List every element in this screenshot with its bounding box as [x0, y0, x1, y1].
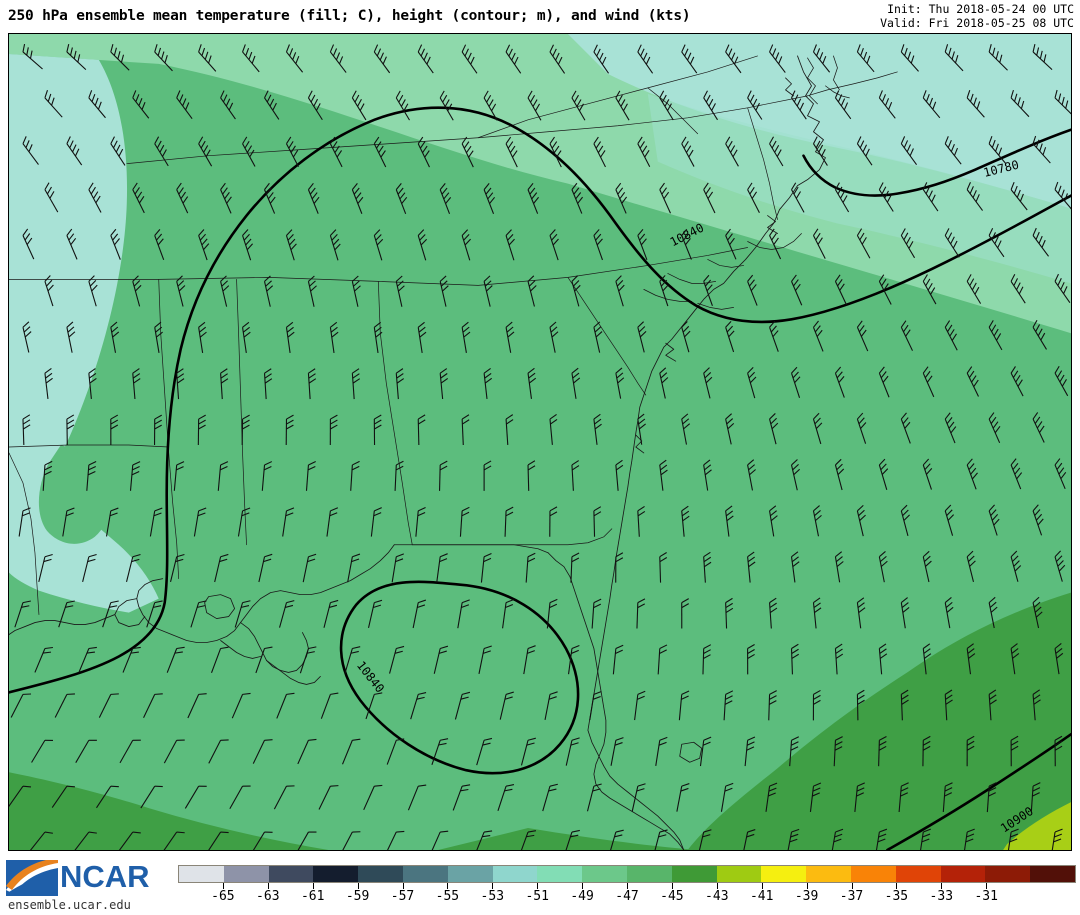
colorbar-tick — [447, 883, 449, 889]
colorbar-swatch — [850, 866, 896, 882]
colorbar-swatch — [806, 866, 851, 882]
colorbar-tick-label: -41 — [749, 889, 774, 904]
colorbar-swatches — [178, 865, 1076, 883]
colorbar-tick-label: -51 — [525, 889, 549, 904]
colorbar-swatch — [582, 866, 627, 882]
height-contour-layer — [9, 106, 1071, 850]
colorbar-tick-label: -43 — [705, 889, 729, 904]
colorbar-tick — [537, 883, 539, 889]
colorbar-swatch — [761, 866, 807, 882]
colorbar-tick — [627, 883, 628, 889]
colorbar-tick-label: -63 — [256, 889, 280, 904]
colorbar-tick-label: -55 — [435, 889, 460, 904]
colorbar[interactable]: -65 -63 -61 -59 -57 -55 -53 -51 -49 -47 -45 -43 -41 -… — [178, 865, 1076, 911]
colorbar-tick — [716, 883, 718, 889]
colorbar-tick — [222, 883, 224, 889]
colorbar-tick — [312, 883, 314, 889]
colorbar-swatch — [985, 866, 1031, 882]
colorbar-tick-label: -65 — [211, 889, 235, 904]
colorbar-tick-label: -49 — [570, 889, 594, 904]
colorbar-swatch — [223, 866, 269, 882]
page-title: 250 hPa ensemble mean temperature (fill;… — [8, 8, 691, 24]
map-canvas[interactable]: 10780 10840 10840 10900 — [8, 33, 1072, 851]
colorbar-labels: -65 -63 -61 -59 -57 -55 -53 -51 -49 -47 -45 -43 -41 -… — [178, 889, 1076, 909]
colorbar-swatch — [626, 866, 672, 882]
colorbar-swatch — [313, 866, 359, 882]
colorbar-tick-label: -37 — [839, 889, 864, 904]
geography-layer — [9, 55, 898, 850]
colorbar-tick — [806, 883, 808, 889]
colorbar-swatch — [895, 866, 941, 882]
header-bar: 250 hPa ensemble mean temperature (fill;… — [0, 0, 1080, 33]
colorbar-tick-label: -57 — [390, 889, 415, 904]
colorbar-swatch — [179, 866, 224, 882]
colorbar-tick — [851, 883, 853, 889]
colorbar-tick — [896, 883, 898, 889]
init-time-label: Init: Thu 2018-05-24 00 UTC — [887, 2, 1074, 16]
colorbar-tick-label: -61 — [300, 889, 325, 904]
colorbar-swatch — [447, 866, 493, 882]
colorbar-tick-label: -35 — [884, 889, 909, 904]
colorbar-swatch — [940, 866, 986, 882]
colorbar-swatch — [402, 866, 448, 882]
colorbar-tick — [402, 883, 404, 889]
colorbar-tick-label: -47 — [615, 889, 639, 904]
colorbar-ticks — [178, 883, 1076, 889]
footer-bar: NCAR ensemble.ucar.edu -65 -63 -61 -59 -57 -5… — [0, 855, 1080, 915]
colorbar-swatch — [268, 866, 314, 882]
colorbar-tick-label: -33 — [929, 889, 954, 904]
colorbar-tick — [986, 883, 988, 889]
colorbar-tick — [357, 883, 359, 889]
colorbar-swatch — [492, 866, 538, 882]
ncar-logo-text: NCAR — [60, 859, 150, 894]
colorbar-tick-label: -39 — [794, 889, 819, 904]
colorbar-swatch — [1030, 866, 1075, 882]
time-stamps: Init: Thu 2018-05-24 00 UTC Valid: Fri 2… — [880, 2, 1074, 30]
colorbar-tick-label: -59 — [345, 889, 370, 904]
colorbar-tick-label: -45 — [660, 889, 684, 904]
colorbar-tick — [582, 883, 584, 889]
colorbar-tick-label: -53 — [480, 889, 505, 904]
colorbar-tick — [761, 883, 763, 889]
colorbar-tick — [267, 883, 269, 889]
colorbar-tick-label: -31 — [974, 889, 998, 904]
colorbar-swatch — [716, 866, 762, 882]
colorbar-swatch — [358, 866, 403, 882]
colorbar-tick — [941, 883, 943, 889]
ncar-logo-mark — [6, 860, 58, 896]
colorbar-tick — [671, 883, 673, 889]
colorbar-swatch — [537, 866, 583, 882]
temperature-fill-layer — [9, 34, 1071, 850]
ncar-logo[interactable]: NCAR ensemble.ucar.edu — [6, 859, 168, 912]
ensemble-url-text: ensemble.ucar.edu — [8, 898, 131, 912]
colorbar-tick — [492, 883, 494, 889]
valid-time-label: Valid: Fri 2018-05-25 08 UTC — [880, 16, 1074, 30]
colorbar-swatch — [671, 866, 717, 882]
